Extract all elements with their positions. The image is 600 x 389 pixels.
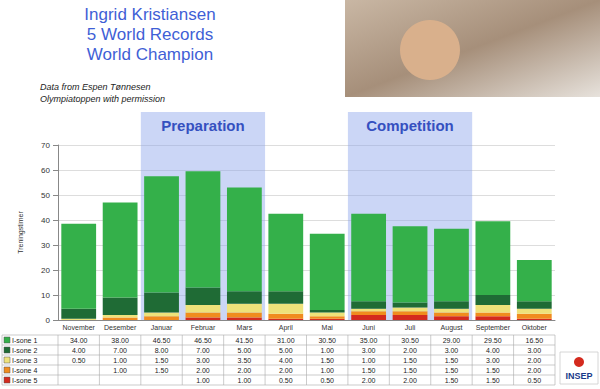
svg-text:April: April — [279, 324, 293, 332]
svg-text:1.50: 1.50 — [362, 367, 376, 374]
svg-text:September: September — [476, 324, 511, 332]
svg-text:Ingrid Kristiansen: Ingrid Kristiansen — [84, 5, 215, 24]
svg-text:2.00: 2.00 — [196, 367, 210, 374]
svg-text:1.00: 1.00 — [362, 357, 376, 364]
svg-text:Treningstimer: Treningstimer — [17, 211, 25, 254]
svg-text:20: 20 — [41, 266, 50, 275]
svg-text:August: August — [441, 324, 463, 332]
svg-text:0.50: 0.50 — [72, 357, 86, 364]
svg-text:3.00: 3.00 — [445, 347, 459, 354]
svg-text:3.50: 3.50 — [238, 357, 252, 364]
svg-text:2.00: 2.00 — [527, 367, 541, 374]
svg-text:I-sone 1: I-sone 1 — [12, 337, 37, 344]
svg-text:2.00: 2.00 — [279, 367, 293, 374]
svg-text:0.50: 0.50 — [279, 377, 293, 384]
svg-text:I-sone 4: I-sone 4 — [12, 367, 37, 374]
svg-text:2.00: 2.00 — [238, 367, 252, 374]
svg-text:2.00: 2.00 — [403, 347, 417, 354]
svg-text:5.00: 5.00 — [238, 347, 252, 354]
svg-text:World Champion: World Champion — [87, 45, 213, 64]
svg-text:60: 60 — [41, 166, 50, 175]
svg-text:29.50: 29.50 — [484, 337, 502, 344]
svg-text:3.00: 3.00 — [196, 357, 210, 364]
svg-text:46.50: 46.50 — [153, 337, 171, 344]
svg-text:I-sone 5: I-sone 5 — [12, 377, 37, 384]
svg-text:0: 0 — [46, 316, 51, 325]
svg-text:1.50: 1.50 — [445, 367, 459, 374]
svg-text:Competition: Competition — [366, 117, 454, 134]
svg-text:1.50: 1.50 — [486, 377, 500, 384]
svg-text:1.50: 1.50 — [445, 357, 459, 364]
svg-text:41.50: 41.50 — [236, 337, 254, 344]
svg-text:1.50: 1.50 — [403, 367, 417, 374]
svg-text:4.00: 4.00 — [279, 357, 293, 364]
svg-text:30.50: 30.50 — [318, 337, 336, 344]
svg-text:10: 10 — [41, 291, 50, 300]
svg-text:34.00: 34.00 — [70, 337, 88, 344]
svg-text:5 World Records: 5 World Records — [87, 25, 213, 44]
svg-text:INSEP: INSEP — [565, 371, 592, 381]
svg-text:3.00: 3.00 — [527, 347, 541, 354]
svg-text:Oktober: Oktober — [522, 324, 548, 331]
svg-text:Preparation: Preparation — [161, 117, 244, 134]
svg-text:Desember: Desember — [104, 324, 137, 331]
svg-text:5.00: 5.00 — [279, 347, 293, 354]
svg-text:30: 30 — [41, 241, 50, 250]
svg-text:2.00: 2.00 — [527, 357, 541, 364]
svg-text:I-sone 3: I-sone 3 — [12, 357, 37, 364]
svg-text:7.00: 7.00 — [113, 347, 127, 354]
svg-text:November: November — [63, 324, 96, 331]
svg-text:16.50: 16.50 — [526, 337, 544, 344]
svg-text:7.00: 7.00 — [196, 347, 210, 354]
svg-text:1.50: 1.50 — [155, 357, 169, 364]
svg-text:40: 40 — [41, 216, 50, 225]
svg-text:70: 70 — [41, 141, 50, 150]
svg-text:Januar: Januar — [151, 324, 173, 331]
svg-text:29.00: 29.00 — [443, 337, 461, 344]
svg-text:2.00: 2.00 — [362, 377, 376, 384]
svg-text:0.50: 0.50 — [320, 377, 334, 384]
svg-text:Juni: Juni — [362, 324, 375, 331]
svg-text:Februar: Februar — [191, 324, 216, 331]
svg-text:2.00: 2.00 — [403, 377, 417, 384]
svg-text:1.00: 1.00 — [238, 377, 252, 384]
svg-text:1.50: 1.50 — [445, 377, 459, 384]
svg-text:30.50: 30.50 — [401, 337, 419, 344]
svg-text:0.50: 0.50 — [527, 377, 541, 384]
svg-text:35.00: 35.00 — [360, 337, 378, 344]
svg-text:Data from Espen Tønnesen: Data from Espen Tønnesen — [40, 82, 151, 92]
svg-text:50: 50 — [41, 191, 50, 200]
svg-text:Mars: Mars — [237, 324, 253, 331]
svg-text:31.00: 31.00 — [277, 337, 295, 344]
svg-text:8.00: 8.00 — [155, 347, 169, 354]
svg-text:1.50: 1.50 — [155, 367, 169, 374]
svg-text:46.50: 46.50 — [194, 337, 212, 344]
svg-text:1.00: 1.00 — [113, 357, 127, 364]
svg-text:Mai: Mai — [322, 324, 334, 331]
svg-text:38.00: 38.00 — [111, 337, 129, 344]
svg-text:4.00: 4.00 — [72, 347, 86, 354]
svg-text:1.00: 1.00 — [113, 367, 127, 374]
svg-text:4.00: 4.00 — [486, 347, 500, 354]
svg-text:1.00: 1.00 — [196, 377, 210, 384]
svg-text:1.00: 1.00 — [320, 367, 334, 374]
svg-text:1.50: 1.50 — [320, 357, 334, 364]
svg-text:1.50: 1.50 — [486, 367, 500, 374]
svg-text:Olympiatoppen with permission: Olympiatoppen with permission — [40, 94, 165, 104]
svg-text:I-sone 2: I-sone 2 — [12, 347, 37, 354]
svg-text:1.50: 1.50 — [403, 357, 417, 364]
svg-text:Juli: Juli — [405, 324, 416, 331]
svg-text:3.00: 3.00 — [486, 357, 500, 364]
svg-text:1.00: 1.00 — [320, 347, 334, 354]
svg-text:3.00: 3.00 — [362, 347, 376, 354]
